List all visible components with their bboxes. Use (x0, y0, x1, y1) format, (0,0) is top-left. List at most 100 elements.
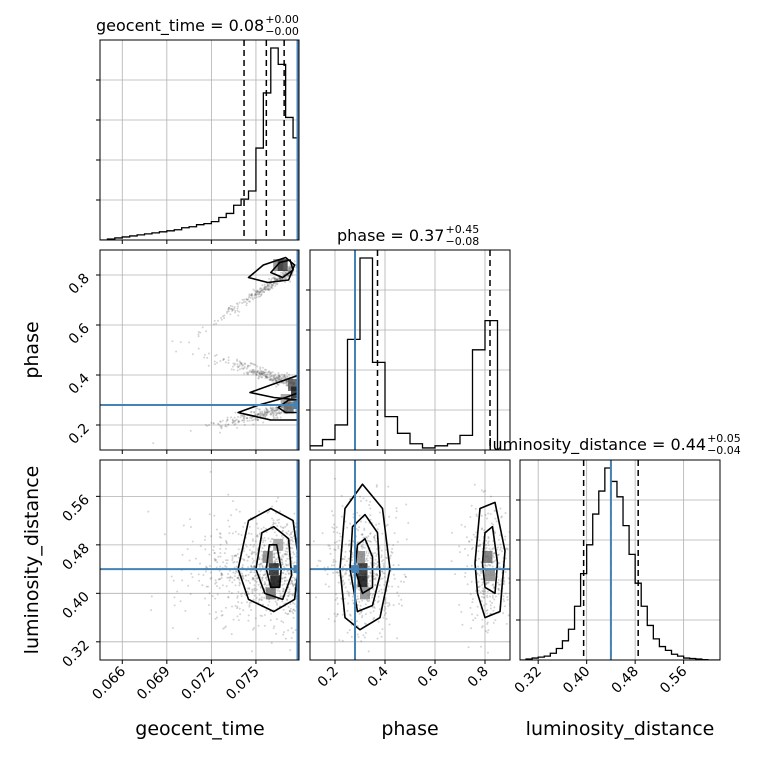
sample-point (218, 423, 221, 426)
sample-point (271, 409, 274, 412)
sample-point (287, 267, 290, 270)
sample-point (253, 587, 256, 590)
sample-point (286, 532, 289, 535)
sample-point (276, 496, 279, 499)
sample-point (236, 415, 239, 418)
sample-point (220, 536, 223, 539)
sample-point (236, 307, 239, 310)
sample-point (256, 371, 259, 374)
sample-point (290, 580, 293, 583)
sample-point (270, 286, 273, 289)
sample-point (227, 310, 230, 313)
sample-point (240, 593, 243, 596)
sample-point (290, 582, 293, 585)
sample-point (247, 555, 250, 558)
sample-point (250, 292, 253, 295)
sample-point (261, 411, 264, 414)
sample-point (234, 530, 237, 533)
x-tick-label: 0.40 (560, 664, 593, 697)
sample-point (257, 413, 260, 416)
sample-point (254, 370, 257, 373)
sample-point (206, 356, 209, 359)
sample-point (375, 484, 378, 487)
sample-point (341, 579, 344, 582)
sample-point (250, 293, 253, 296)
sample-point (497, 589, 500, 592)
sample-point (260, 413, 263, 416)
sample-point (224, 361, 227, 364)
sample-point (242, 363, 245, 366)
sample-point (274, 411, 277, 414)
sample-point (392, 604, 395, 607)
sample-point (491, 584, 494, 587)
sample-point (377, 620, 380, 623)
histogram-luminosity_distance (520, 467, 720, 660)
sample-point (262, 421, 265, 424)
sample-point (256, 289, 259, 292)
sample-point (278, 411, 281, 414)
sample-point (266, 376, 269, 379)
sample-point (373, 539, 376, 542)
sample-point (276, 278, 279, 281)
sample-point (266, 373, 269, 376)
sample-point (381, 532, 384, 535)
sample-point (261, 372, 264, 375)
sample-point (239, 362, 242, 365)
sample-point (290, 627, 293, 630)
sample-point (281, 561, 284, 564)
sample-point (360, 611, 363, 614)
sample-point (237, 556, 240, 559)
sample-point (481, 618, 484, 621)
sample-point (258, 372, 261, 375)
sample-point (356, 541, 359, 544)
sample-point (282, 590, 285, 593)
sample-point (262, 526, 265, 529)
sample-point (470, 538, 473, 541)
sample-point (259, 373, 262, 376)
sample-point (510, 555, 512, 557)
sample-point (247, 619, 250, 622)
sample-point (280, 534, 283, 537)
sample-point (288, 590, 291, 593)
sample-point (272, 407, 275, 410)
sample-point (470, 580, 473, 583)
sample-point (289, 267, 292, 270)
sample-point (265, 408, 268, 411)
sample-point (270, 374, 273, 377)
sample-point (358, 607, 361, 610)
sample-point (260, 527, 263, 530)
sample-point (229, 304, 232, 307)
density-cell (485, 569, 495, 582)
sample-point (239, 414, 242, 417)
sample-point (272, 381, 275, 384)
sample-point (368, 579, 371, 582)
sample-point (238, 584, 241, 587)
sample-point (256, 292, 259, 295)
sample-point (489, 600, 492, 603)
sample-point (258, 593, 261, 596)
sample-point (364, 631, 367, 634)
sample-point (335, 615, 338, 618)
sample-point (289, 280, 292, 283)
sample-point (350, 618, 353, 621)
sample-point (242, 575, 245, 578)
sample-point (499, 546, 502, 549)
sample-point (206, 424, 209, 427)
sample-point (204, 597, 207, 600)
sample-point (483, 529, 486, 532)
sample-point (291, 540, 294, 543)
sample-point (219, 547, 222, 550)
sample-point (348, 539, 351, 542)
sample-point (213, 552, 216, 555)
sample-point (471, 598, 474, 601)
sample-point (481, 589, 484, 592)
sample-point (233, 421, 236, 424)
sample-point (283, 375, 286, 378)
sample-point (276, 408, 279, 411)
sample-point (513, 564, 515, 566)
sample-point (207, 585, 210, 588)
sample-point (338, 539, 341, 542)
sample-point (277, 276, 280, 279)
sample-point (235, 418, 238, 421)
sample-point (475, 513, 478, 516)
